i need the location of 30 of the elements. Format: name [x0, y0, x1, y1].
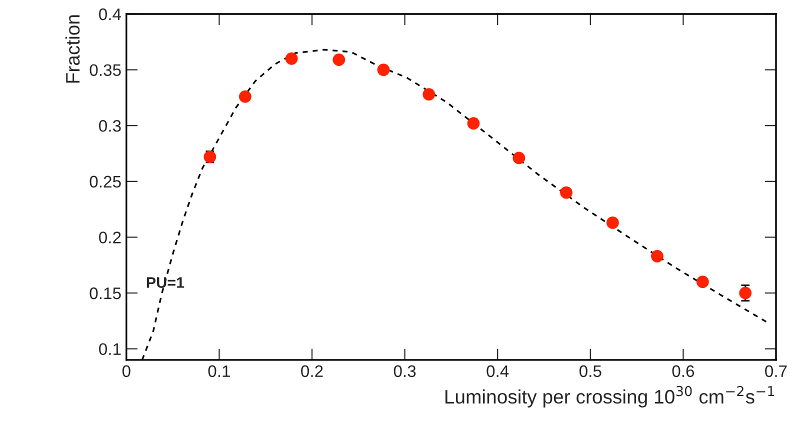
y-tick-label: 0.35: [90, 64, 121, 76]
point: [739, 286, 752, 300]
point: [285, 52, 298, 65]
y-tick-label: 0.3: [99, 120, 121, 132]
point: [696, 276, 709, 288]
point: [332, 54, 346, 66]
point: [422, 88, 436, 101]
x-tick-label: 0.3: [394, 365, 416, 378]
y-tick-label: 0.15: [90, 287, 121, 300]
x-tick-label: 0.1: [208, 365, 230, 378]
point: [560, 186, 572, 199]
x-tick-label: 0.5: [579, 365, 602, 378]
point: [467, 117, 480, 130]
x-tick-label: 0.7: [765, 365, 787, 378]
y-tick-label: 0.25: [90, 176, 121, 188]
x-tick-label: 0.4: [486, 365, 509, 378]
x-tick-label: 0: [122, 365, 130, 378]
point: [651, 250, 664, 262]
annotation: PU=1: [146, 277, 184, 288]
y-tick-label: 0.4: [99, 8, 122, 20]
point: [377, 64, 390, 76]
point: [238, 90, 252, 103]
x-tick-label: 0.2: [301, 365, 323, 378]
y-tick-label: 0.1: [99, 343, 121, 356]
y-tick-label: 0.2: [99, 232, 121, 244]
point: [606, 216, 619, 229]
point: [512, 152, 526, 164]
x-axis-title: Luminosity per crossing 10$^{30}$ cm$^{−2}$s$^{−1}$: [445, 386, 774, 408]
y-axis-title: Fraction: [65, 15, 80, 83]
x-tick-label: 0.6: [672, 365, 694, 378]
